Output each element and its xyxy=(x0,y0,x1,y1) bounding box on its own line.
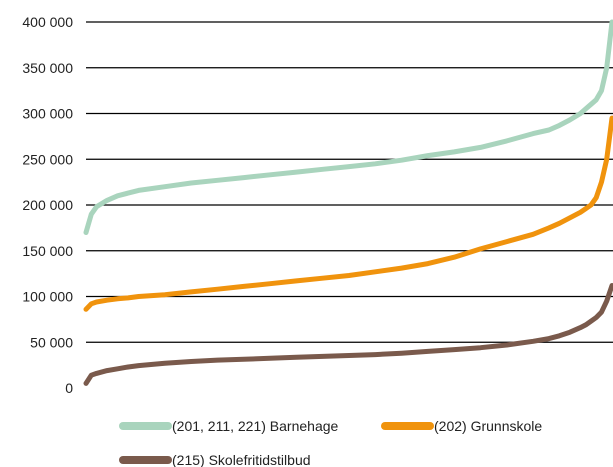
y-tick-label: 350 000 xyxy=(22,60,73,76)
y-tick-label: 0 xyxy=(65,380,73,396)
legend-label-2: (215) Skolefritidstilbud xyxy=(172,452,311,467)
y-tick-label: 50 000 xyxy=(30,334,73,350)
y-tick-label: 250 000 xyxy=(22,151,73,167)
series-line-0 xyxy=(83,19,613,235)
y-axis-tick-labels: 0 50 000 100 000 150 000 200 000 250 000 300 0… xyxy=(22,14,73,396)
legend-label-0: (201, 211, 221) Barnehage xyxy=(172,418,339,434)
gridlines xyxy=(86,21,613,343)
y-tick-label: 400 000 xyxy=(22,14,73,30)
y-tick-label: 200 000 xyxy=(22,197,73,213)
y-tick-label: 300 000 xyxy=(22,106,73,122)
series-line-1 xyxy=(83,115,613,312)
series-lines xyxy=(83,19,613,386)
legend-label-1: (202) Grunnskole xyxy=(434,418,542,434)
legend: (201, 211, 221) Barnehage (202) Grunnskol… xyxy=(119,418,542,467)
y-tick-label: 150 000 xyxy=(22,243,73,259)
series-line-2 xyxy=(83,283,613,386)
y-tick-label: 100 000 xyxy=(22,289,73,305)
